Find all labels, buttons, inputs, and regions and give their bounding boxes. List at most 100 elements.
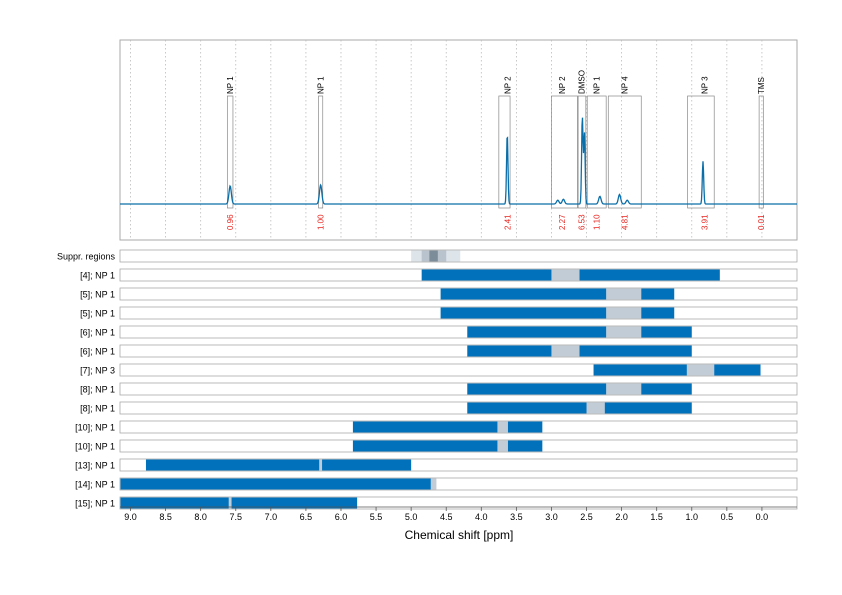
range-gap: [606, 383, 642, 395]
range-bar: [604, 402, 692, 414]
peak-integral: 1.00: [317, 214, 326, 230]
peak-integral: 1.10: [592, 214, 601, 230]
peak-label: NP 3: [700, 76, 709, 94]
range-gap: [228, 497, 232, 509]
x-tick-label: 2.5: [580, 512, 593, 522]
peak-integral: 4.81: [620, 214, 629, 230]
range-gap: [319, 459, 323, 471]
spectrum-panel: NP 1 0.96 NP 1 1.00 NP 2 2.41 NP 2 2.27 DMSO 6.53…: [119, 39, 798, 241]
range-bar: [593, 364, 687, 376]
x-tick-label: 3.5: [510, 512, 523, 522]
range-gap: [551, 345, 580, 357]
x-tick-label: 3.0: [545, 512, 558, 522]
x-tick-label: 6.5: [300, 512, 313, 522]
peak-label: NP 2: [503, 76, 512, 94]
peak-box: [577, 95, 587, 209]
peak-box: [758, 95, 764, 209]
range-bar: [231, 497, 358, 509]
range-bar: [440, 288, 607, 300]
row-frame: [119, 401, 798, 415]
x-tick-label: 7.5: [229, 512, 242, 522]
range-bar: [467, 383, 607, 395]
range-bars-panel: Suppr. regions [4]; NP 1 [5]; NP 1 [5]; NP …: [57, 249, 798, 510]
peak-box: [586, 95, 607, 209]
range-gap: [606, 288, 642, 300]
row-label: [14]; NP 1: [75, 480, 115, 490]
peak-integral: 3.91: [700, 214, 709, 230]
peak-integral: 0.01: [757, 214, 766, 230]
row-label: [7]; NP 3: [80, 366, 115, 376]
peak-box: [607, 95, 642, 209]
range-gap: [497, 440, 508, 452]
peak-label: NP 2: [558, 76, 567, 94]
range-bar: [145, 459, 320, 471]
row-frame: [119, 382, 798, 396]
range-bar: [120, 478, 431, 490]
range-bar: [641, 307, 675, 319]
peak-box: [551, 95, 578, 209]
peak-integral: 2.27: [558, 214, 567, 230]
row-label: [4]; NP 1: [80, 271, 115, 281]
range-gap: [606, 307, 642, 319]
range-gap: [586, 402, 605, 414]
range-gap: [551, 269, 580, 281]
range-gap: [686, 364, 715, 376]
peak-box: [318, 95, 324, 209]
range-bar: [352, 421, 498, 433]
spectrum-frame: [119, 39, 798, 241]
peak-box: [226, 95, 234, 209]
x-tick-label: 4.0: [475, 512, 488, 522]
suppressed-region: [429, 250, 438, 262]
x-tick-label: 5.0: [405, 512, 418, 522]
range-bar: [120, 497, 229, 509]
peak-box: [687, 95, 715, 209]
x-tick-label: 6.0: [335, 512, 348, 522]
x-tick-label: 0.5: [721, 512, 734, 522]
x-axis: 9.0 8.5 8.0 7.5 7.0 6.5 6.0 5.5 5.0 4.5 4.0 3.5 3.0 2…: [120, 506, 797, 522]
peak-label: DMSO: [578, 70, 587, 94]
range-gap: [497, 421, 508, 433]
range-bar: [507, 421, 543, 433]
row-label: [10]; NP 1: [75, 442, 115, 452]
range-bar: [421, 269, 552, 281]
peak-integral: 0.96: [226, 214, 235, 230]
row-label: [6]; NP 1: [80, 328, 115, 338]
x-tick-label: 5.5: [370, 512, 383, 522]
range-bar: [467, 402, 587, 414]
range-bar: [440, 307, 607, 319]
peak-label: NP 1: [226, 76, 235, 94]
peak-label: NP 1: [592, 76, 601, 94]
row-frame: [119, 344, 798, 358]
x-tick-label: 8.5: [159, 512, 172, 522]
peak-label: NP 4: [620, 76, 629, 94]
row-label: Suppr. regions: [57, 252, 116, 262]
range-gap: [606, 326, 642, 338]
spectrum-line: [120, 117, 797, 205]
range-bar: [507, 440, 543, 452]
x-tick-label: 1.5: [650, 512, 663, 522]
range-bar: [352, 440, 498, 452]
range-bar: [641, 383, 692, 395]
row-label: [6]; NP 1: [80, 347, 115, 357]
peak-label: TMS: [757, 77, 766, 94]
range-bar: [641, 326, 692, 338]
range-gap: [430, 478, 437, 490]
row-label: [5]; NP 1: [80, 290, 115, 300]
x-tick-label: 2.0: [615, 512, 628, 522]
range-bar: [714, 364, 761, 376]
row-label: [5]; NP 1: [80, 309, 115, 319]
x-tick-label: 0.0: [756, 512, 769, 522]
x-axis-label: Chemical shift [ppm]: [405, 528, 514, 542]
range-bar: [467, 345, 552, 357]
peak-integral: 6.53: [578, 214, 587, 230]
peak-integral: 2.41: [503, 214, 512, 230]
range-bar: [641, 288, 675, 300]
x-tick-label: 1.0: [686, 512, 699, 522]
range-bar: [467, 326, 607, 338]
row-frame: [119, 325, 798, 339]
row-label: [10]; NP 1: [75, 423, 115, 433]
range-bar: [579, 269, 720, 281]
row-label: [8]; NP 1: [80, 385, 115, 395]
peak-label: NP 1: [317, 76, 326, 94]
